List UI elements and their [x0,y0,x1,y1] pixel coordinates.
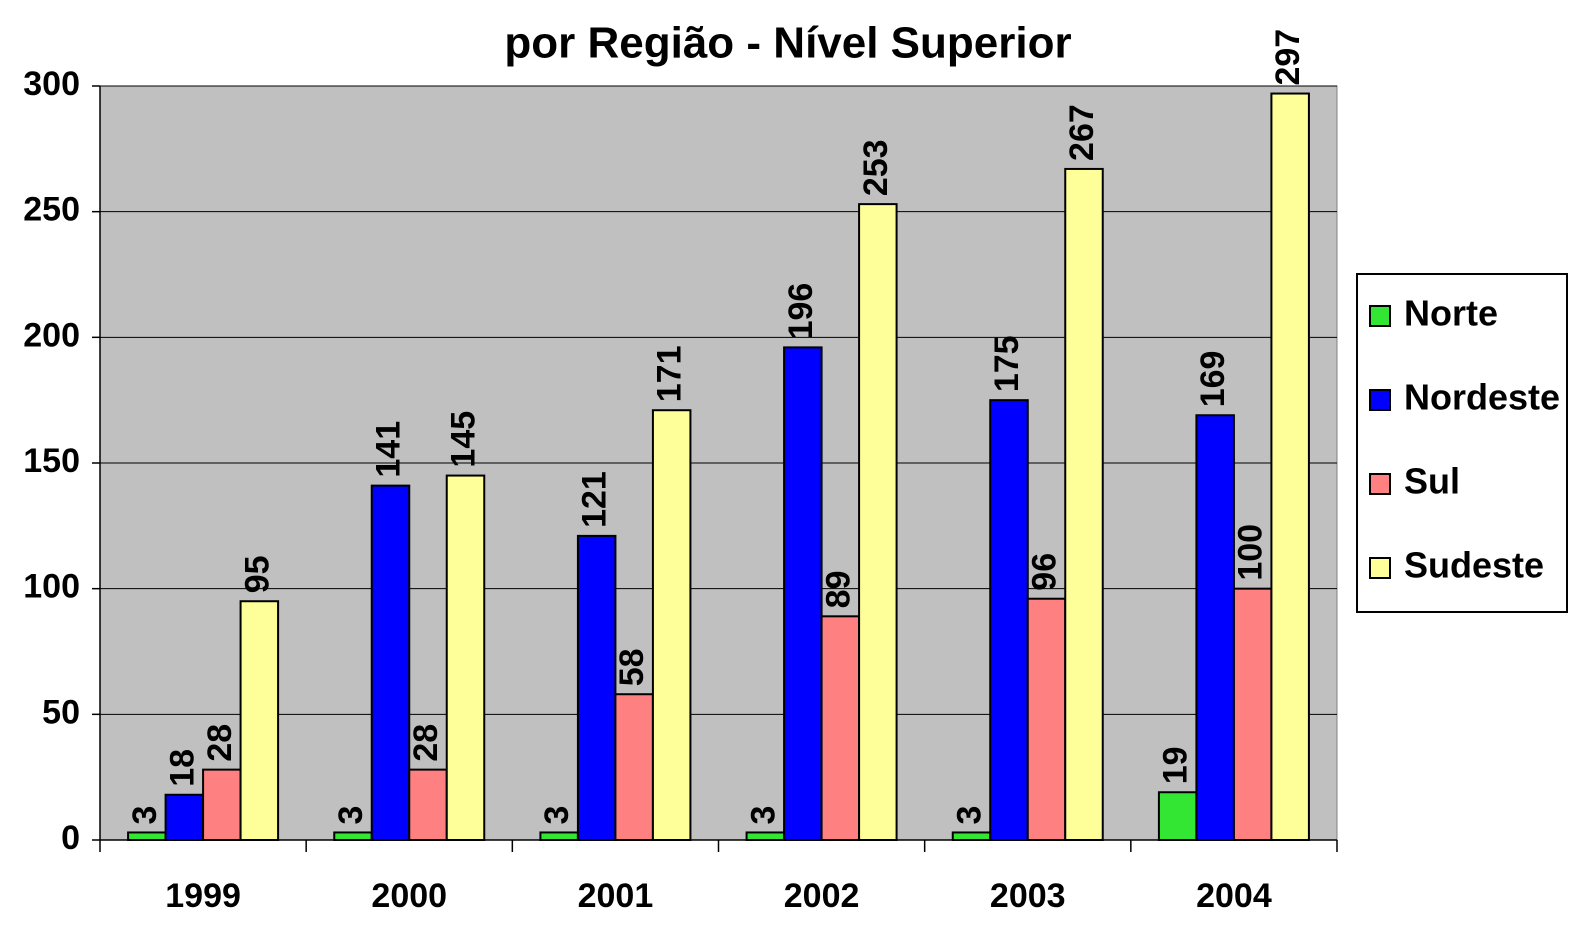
legend-swatch [1369,389,1391,411]
legend-box [1356,273,1568,613]
legend-label: Norte [1404,293,1498,334]
data-label: 3 [332,806,370,825]
legend-label: Sudeste [1404,545,1544,586]
data-label: 169 [1194,351,1232,408]
data-label: 18 [163,749,201,787]
y-tick-label: 250 [23,191,80,229]
data-label: 297 [1269,29,1307,86]
x-tick-label: 2002 [784,877,860,915]
data-label: 100 [1232,524,1270,581]
bar [614,693,654,842]
data-label: 121 [576,471,614,528]
bar [989,399,1029,841]
bar [239,600,280,841]
data-label: 96 [1025,553,1063,591]
bar [164,793,205,842]
bar [820,615,861,842]
data-label: 3 [950,806,988,825]
x-tick-label: 1999 [165,877,241,915]
data-label: 19 [1157,746,1195,784]
bar [408,768,448,841]
bar [445,474,486,841]
data-label: 253 [857,139,895,196]
bar [576,534,617,841]
x-tick-label: 2001 [578,877,654,915]
data-label: 196 [782,283,820,340]
data-label: 267 [1063,104,1101,161]
y-tick-label: 150 [23,442,80,480]
bar [1232,587,1273,842]
bar [858,203,898,842]
legend-label: Sul [1404,461,1460,502]
bar [370,484,411,841]
data-label: 3 [538,806,576,825]
y-tick-label: 100 [23,568,80,606]
bar [539,831,579,842]
bar [127,831,167,842]
data-label: 141 [369,421,407,478]
y-tick-label: 300 [23,65,80,103]
chart-title: por Região - Nível Superior [504,19,1071,68]
data-label: 145 [444,411,482,468]
legend-swatch [1369,557,1391,579]
y-tick-label: 200 [23,316,80,354]
x-tick-label: 2003 [990,877,1066,915]
bar [1270,92,1310,842]
data-label: 28 [407,724,445,762]
x-tick-label: 2004 [1196,877,1272,915]
x-tick-label: 2000 [371,877,447,915]
bar [202,768,242,841]
data-label: 58 [613,648,651,686]
bar [651,409,692,841]
data-label: 3 [126,806,164,825]
data-label: 3 [744,806,782,825]
data-label: 171 [651,345,689,402]
legend-label: Nordeste [1404,377,1560,418]
y-tick-label: 50 [42,693,80,731]
bar [1195,414,1235,841]
data-label: 89 [819,570,857,608]
data-label: 28 [201,724,239,762]
bar [333,831,373,842]
data-label: 175 [988,335,1026,392]
bar [1064,167,1104,841]
bar [745,831,786,842]
legend-swatch [1369,473,1391,495]
data-label: 95 [238,555,276,593]
bar [951,831,992,842]
bar [783,346,823,841]
bar [1157,791,1198,841]
bar [1026,597,1067,841]
y-tick-label: 0 [61,819,80,857]
legend-swatch [1369,305,1391,327]
